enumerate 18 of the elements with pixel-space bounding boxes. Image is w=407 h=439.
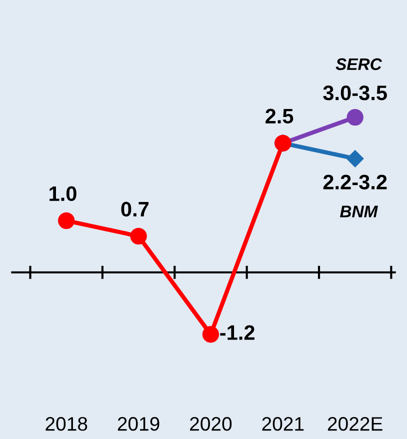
- x-tick-label: 2022E: [328, 417, 382, 431]
- x-tick-label: 2020: [190, 417, 232, 431]
- point: [202, 326, 220, 343]
- data-label: 2.5: [266, 108, 294, 124]
- point: [346, 150, 364, 168]
- text: BNM: [340, 206, 378, 218]
- data-label: 3.0-3.5: [323, 86, 387, 100]
- point: [130, 228, 147, 245]
- data-label: 0.7: [121, 202, 148, 217]
- x-tick-label: 2019: [118, 417, 160, 431]
- data-label: -1.2: [220, 325, 254, 340]
- point: [58, 212, 75, 230]
- text: SERC: [336, 58, 382, 70]
- x-tick-label: 2021: [262, 417, 304, 431]
- x-tick-label: 2018: [46, 417, 88, 431]
- data-label: 1.0: [50, 186, 76, 202]
- point: [346, 108, 364, 126]
- data-label: 2.2-3.2: [323, 174, 387, 190]
